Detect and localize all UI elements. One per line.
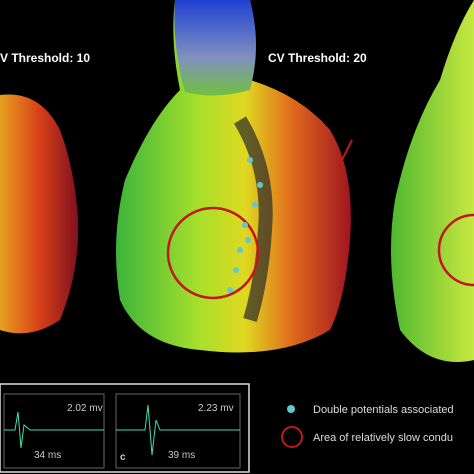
legend-label: Double potentials associated xyxy=(313,404,454,416)
ecg-panel xyxy=(3,393,105,469)
map-right xyxy=(391,0,474,362)
ecg-amplitude: 2.02 mv xyxy=(67,403,103,414)
map-top xyxy=(174,0,256,96)
scar xyxy=(233,116,273,323)
double-potentials xyxy=(227,157,263,293)
ecg-amplitude: 2.23 mv xyxy=(198,403,234,414)
slow-area xyxy=(437,213,474,287)
legend-circle xyxy=(281,426,303,448)
ecg-trace xyxy=(4,411,104,449)
ecg-duration: 34 ms xyxy=(34,450,61,461)
legend-dot xyxy=(287,405,295,413)
legend-label: Area of relatively slow condu xyxy=(313,432,453,444)
ecg-panel xyxy=(115,393,241,469)
slow-area xyxy=(166,206,260,300)
map-middle xyxy=(116,0,351,353)
ecg-trace xyxy=(116,404,240,456)
panel-title: CV Threshold: 20 xyxy=(268,51,367,65)
arrow xyxy=(337,139,353,169)
map-left xyxy=(0,94,79,334)
ecg-duration: 39 ms xyxy=(168,450,195,461)
ecg-label: c xyxy=(120,452,126,463)
panel-title: V Threshold: 10 xyxy=(0,51,90,65)
